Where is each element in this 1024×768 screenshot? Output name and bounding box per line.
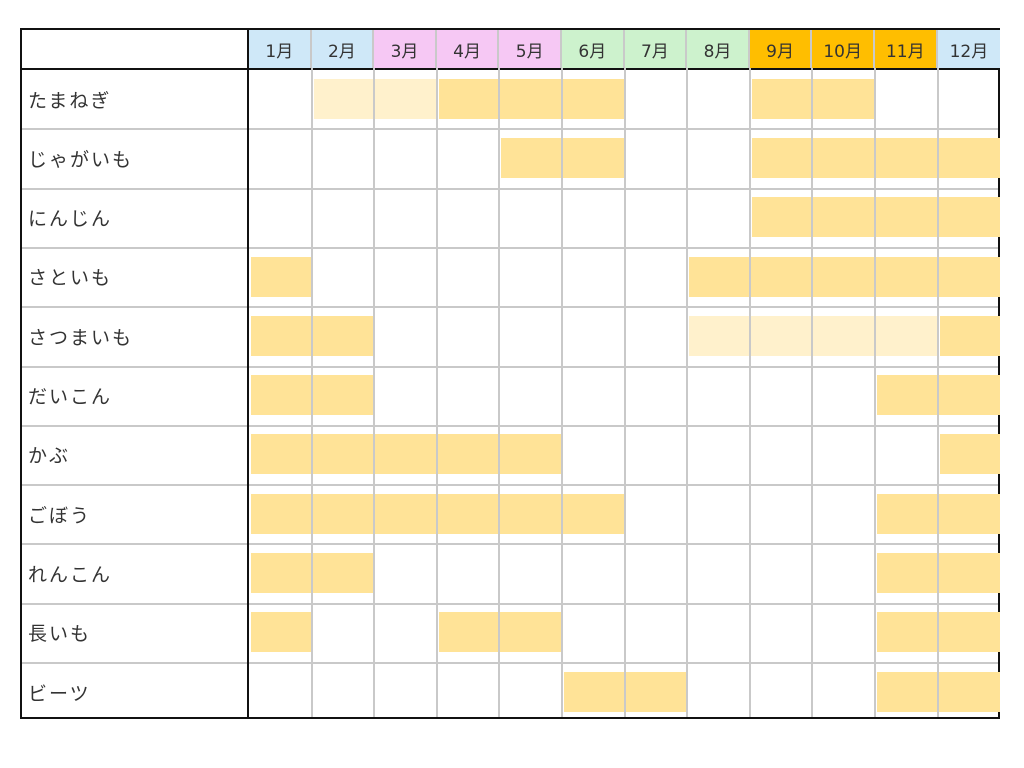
column-divider	[748, 68, 751, 717]
column-divider	[811, 68, 814, 717]
season-bar	[564, 671, 688, 712]
column-divider	[623, 68, 626, 717]
column-divider	[874, 68, 876, 717]
season-bar	[689, 256, 1001, 297]
row-divider	[22, 246, 998, 249]
season-bar	[877, 612, 1001, 653]
label-column-divider	[247, 30, 249, 717]
month-header-12: 12月	[937, 30, 1001, 68]
season-bar	[877, 375, 1001, 416]
season-bar	[251, 493, 625, 534]
calendar-grid: 1月 2月 3月 4月 5月 6月 7月 8月 9月 10月 11月 12月たまねぎじゃがいもにんじん…	[22, 30, 1001, 717]
vegetable-name: ビーツ	[28, 682, 91, 705]
month-header-8: 8月	[687, 30, 750, 68]
row-divider	[22, 306, 998, 309]
season-bar	[251, 315, 375, 356]
month-header-6: 6月	[562, 30, 625, 68]
row-divider	[22, 662, 998, 664]
month-header-11: 11月	[875, 30, 938, 68]
season-bar	[877, 493, 1001, 534]
row-divider	[22, 187, 998, 190]
partial-season-bar	[313, 78, 437, 119]
vegetable-name: かぶ	[28, 445, 71, 468]
month-header-10: 10月	[812, 30, 875, 68]
column-divider	[936, 68, 939, 717]
column-divider	[686, 68, 689, 717]
season-bar	[438, 612, 562, 653]
month-header-4: 4月	[436, 30, 500, 68]
vegetable-name: だいこん	[28, 386, 113, 408]
row-divider	[22, 543, 998, 546]
season-bar	[438, 78, 625, 119]
vegetable-name: ごぼう	[28, 504, 92, 527]
season-bar	[939, 315, 1001, 356]
season-bar	[877, 553, 1001, 594]
season-bar	[751, 78, 875, 119]
column-divider	[561, 68, 563, 717]
month-header-1: 1月	[249, 30, 312, 68]
column-divider	[310, 68, 313, 717]
month-header-5: 5月	[499, 30, 562, 68]
month-header-2: 2月	[311, 30, 375, 68]
vegetable-name: れんこん	[28, 563, 113, 586]
column-divider	[435, 68, 438, 717]
vegetable-name: さといも	[28, 267, 113, 290]
header-corner-cell	[22, 30, 249, 68]
row-divider	[22, 365, 998, 368]
season-bar	[251, 256, 312, 297]
season-bar	[251, 553, 375, 594]
season-bar	[251, 434, 562, 475]
season-bar	[251, 612, 312, 653]
row-divider	[22, 128, 998, 131]
harvest-calendar-table: 1月 2月 3月 4月 5月 6月 7月 8月 9月 10月 11月 12月たまねぎじゃがいもにんじん…	[20, 28, 1001, 719]
season-bar	[939, 434, 1001, 475]
month-header-3: 3月	[374, 30, 437, 68]
season-bar	[877, 671, 1001, 712]
row-divider	[22, 484, 998, 487]
column-divider	[373, 68, 376, 717]
season-bar	[251, 375, 375, 416]
vegetable-name: じゃがいも	[28, 148, 134, 171]
vegetable-name: にんじん	[28, 208, 113, 231]
vegetable-name: さつまいも	[28, 326, 134, 349]
vegetable-name: 長いも	[28, 623, 92, 646]
row-divider	[22, 424, 998, 427]
vegetable-name: たまねぎ	[28, 89, 112, 112]
row-divider	[22, 602, 998, 605]
header-divider	[22, 68, 998, 70]
month-header-9: 9月	[749, 30, 813, 68]
column-divider	[498, 68, 501, 717]
month-header-7: 7月	[624, 30, 688, 68]
